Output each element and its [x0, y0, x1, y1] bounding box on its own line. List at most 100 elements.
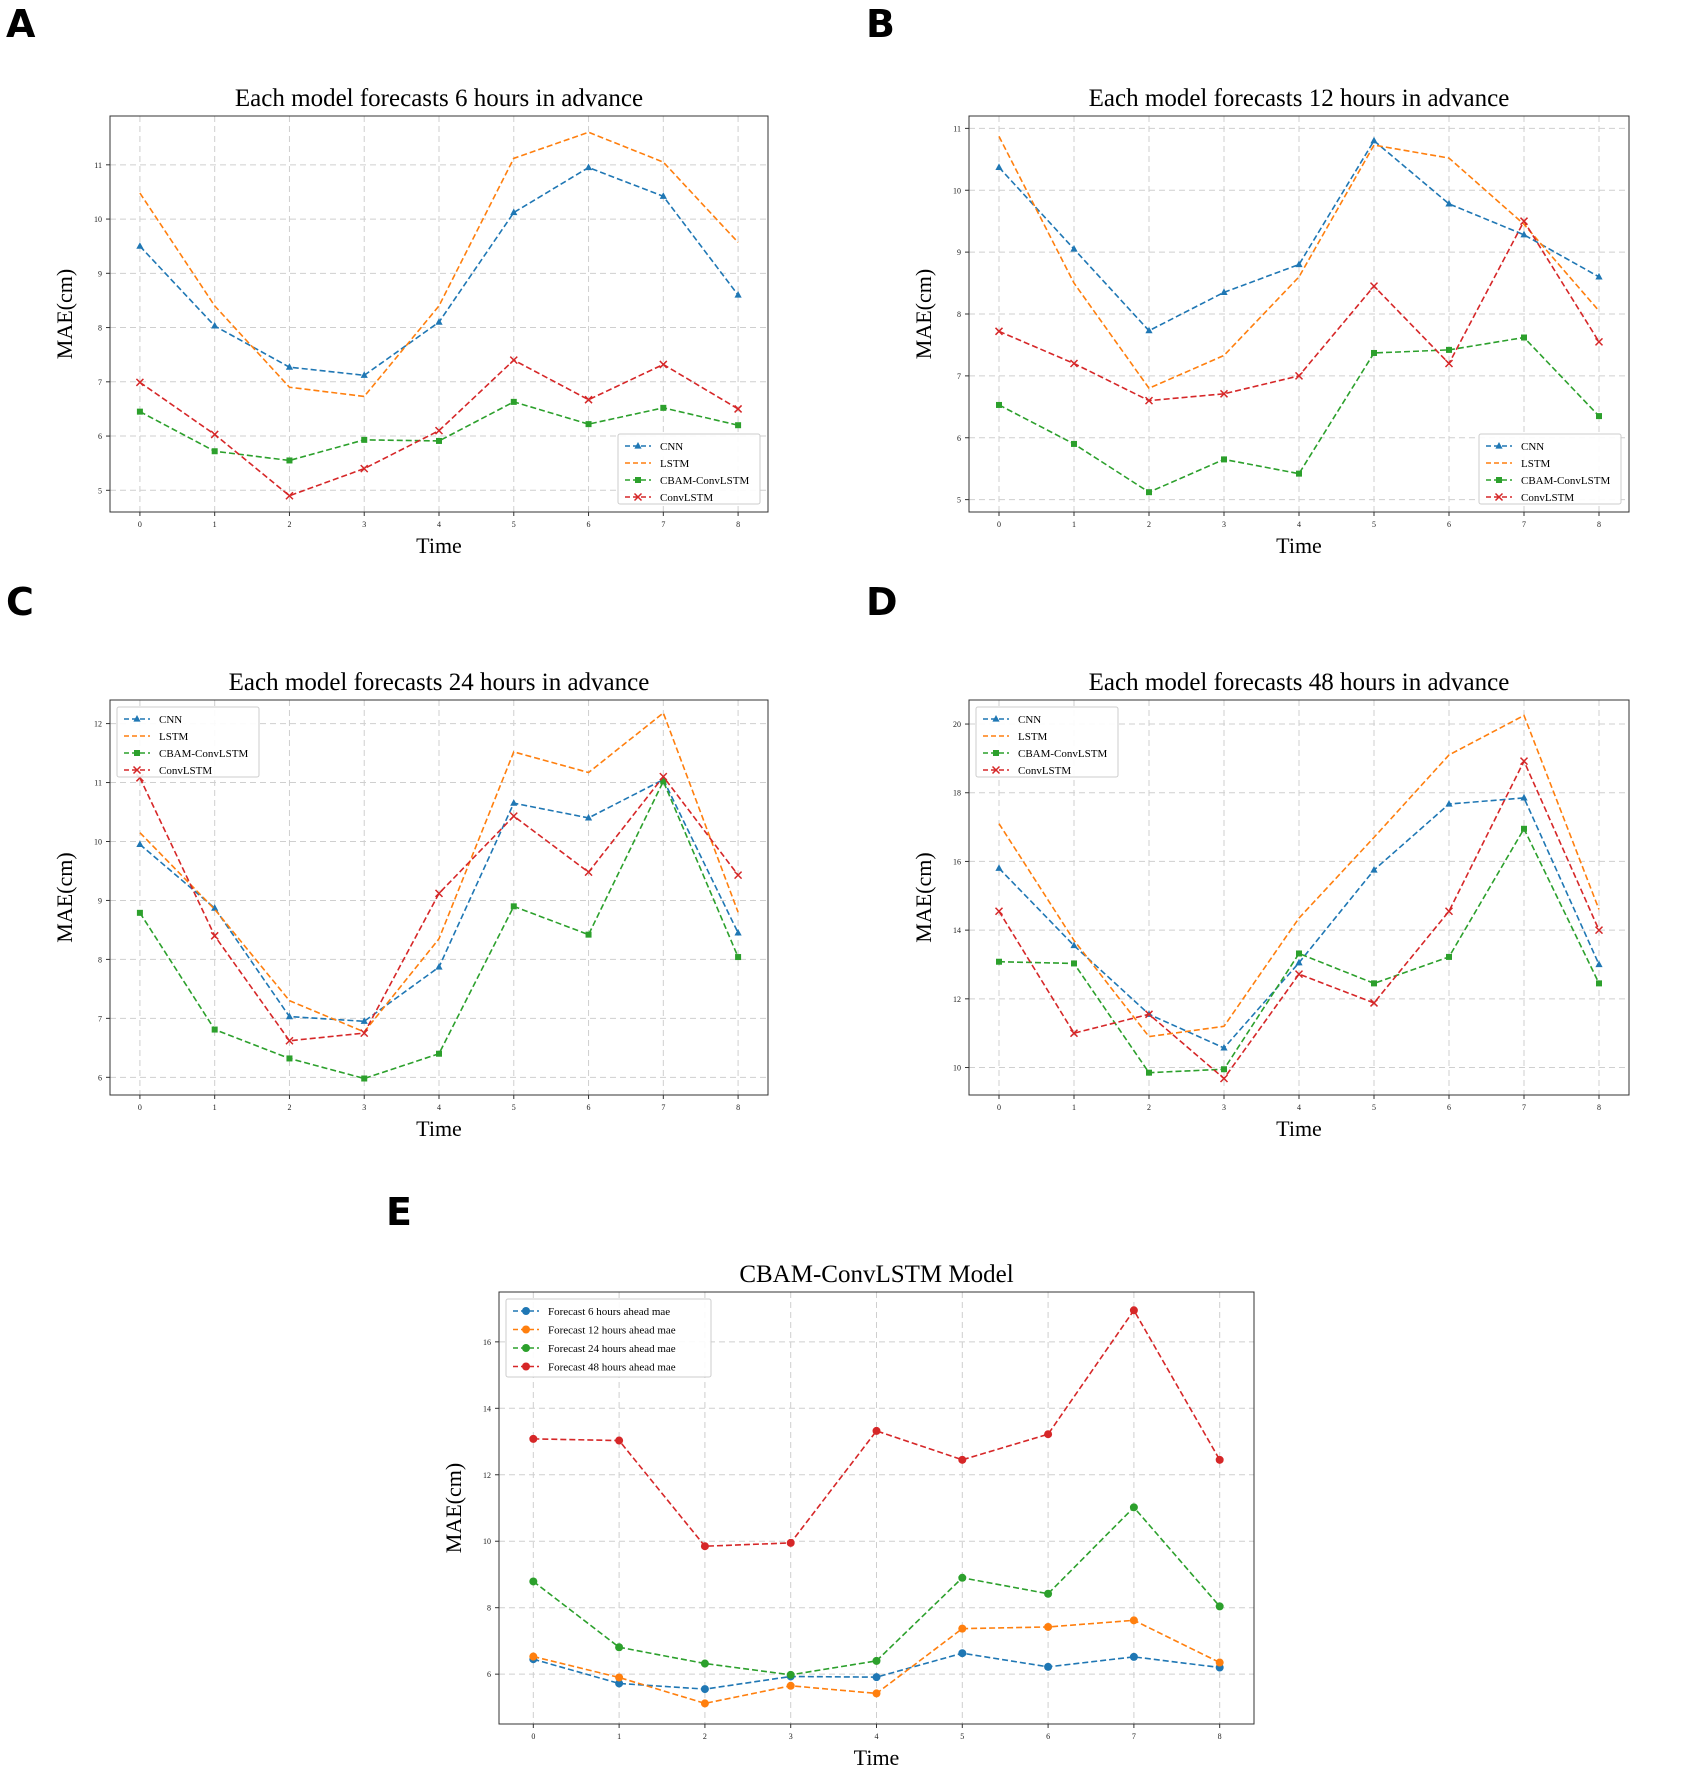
panel-c-xtick-label: 2 [287, 1103, 291, 1112]
panel-a-xtick-label: 0 [138, 520, 142, 529]
panel-a-ylabel: MAE(cm) [52, 269, 77, 359]
panel-b-ytick-label: 11 [953, 124, 961, 133]
panel-b-ytick-label: 9 [957, 248, 961, 257]
panel-d-series-cbam-convlstm-point [1446, 953, 1452, 960]
panel-label-a: A [6, 2, 36, 46]
panel-c-series-cnn-point [285, 1012, 294, 1020]
panel-c-series-convlstm-point [584, 868, 593, 877]
panel-a-legend-marker [635, 477, 641, 483]
panel-a-series-cnn-point [659, 192, 667, 199]
panel-e-series-forecast-48-hours-ahead-mae-point [786, 1538, 795, 1547]
panel-d-series-cnn-point [1370, 866, 1378, 873]
panel-c-series-cbam-convlstm-point [585, 931, 592, 938]
panel-a-series-cbam-convlstm-line [139, 401, 739, 462]
panel-e-series-forecast-48-hours-ahead-mae-point [1129, 1306, 1138, 1315]
panel-d-legend-marker [993, 750, 999, 756]
panel-e-xtick-label: 0 [531, 1732, 535, 1741]
panel-e-series-forecast-6-hours-ahead-mae-point [958, 1649, 967, 1658]
panel-c-series-cnn-point [584, 813, 593, 821]
panel-b-series-cnn-point [1220, 288, 1228, 295]
panel-d-series-convlstm-point [1219, 1074, 1229, 1083]
panel-a-ytick-label: 7 [98, 378, 102, 387]
panel-e-series-forecast-24-hours-ahead-mae-point [872, 1656, 881, 1665]
panel-a-chart: 0 1 2 3 4 5 6 7 8 5 6 7 8 9 10 11 Each model forecasts 6… [52, 85, 769, 558]
panel-b-series-cnn-point [1145, 326, 1153, 334]
panel-b-legend-box [1478, 433, 1622, 505]
panel-a-series-cnn-point [510, 208, 518, 216]
panel-c-series-convlstm-point [360, 1029, 369, 1038]
panel-c-xtick-label: 6 [587, 1103, 591, 1112]
panel-e-series-forecast-12-hours-ahead-mae-point [1044, 1622, 1053, 1631]
panel-b-series-cbam-convlstm-point [1221, 456, 1227, 463]
panel-c-series-cbam-convlstm-point [211, 1026, 218, 1033]
panel-e-legend-label-forecast-6-hours-ahead-mae: Forecast 6 hours ahead mae [548, 1306, 670, 1318]
panel-a-series-cbam-convlstm-point [211, 448, 218, 455]
panel-b-series-convlstm-point [1294, 371, 1304, 380]
panel-d-legend-marker [992, 715, 1000, 722]
panel-b-legend-label-cnn: CNN [1521, 441, 1544, 453]
panel-a-ytick-label: 6 [98, 432, 102, 441]
panel-d-xtick-label: 2 [1147, 1103, 1151, 1112]
panel-e-legend-label-forecast-12-hours-ahead-mae: Forecast 12 hours ahead mae [548, 1325, 676, 1337]
panel-e-series-forecast-24-hours-ahead-mae-point [1215, 1602, 1224, 1611]
panel-b-ytick-label: 6 [957, 434, 961, 443]
panel-e-xtick-label: 7 [1132, 1732, 1136, 1741]
panel-e-legend-label-forecast-48-hours-ahead-mae: Forecast 48 hours ahead mae [548, 1362, 676, 1374]
panel-d-title: Each model forecasts 48 hours in advance [1089, 669, 1510, 696]
panel-c-legend-label-lstm: LSTM [159, 731, 189, 743]
panel-b-series-convlstm-point [1369, 282, 1379, 291]
panel-b-series-cnn-point [1520, 230, 1528, 238]
panel-d-series-cbam-convlstm-point [1371, 980, 1377, 987]
panel-b-series-convlstm-point [1519, 217, 1529, 226]
panel-d-xtick-label: 7 [1522, 1103, 1526, 1112]
panel-d-series-convlstm-point [994, 907, 1004, 916]
panel-c-xtick-label: 3 [362, 1103, 366, 1112]
panel-b-chart: 0 1 2 3 4 5 6 7 8 5 6 7 8 9 10 11 Each model forecasts 1… [911, 85, 1630, 558]
panel-b-ytick-label: 10 [953, 186, 961, 195]
panel-e-xtick-label: 8 [1218, 1732, 1222, 1741]
panel-label-e: E [386, 1190, 412, 1234]
panel-d-xtick-label: 6 [1447, 1103, 1451, 1112]
panel-e-title: CBAM-ConvLSTM Model [739, 1261, 1013, 1288]
panel-a-series-cnn-point [584, 163, 593, 171]
panel-c-ylabel: MAE(cm) [52, 852, 77, 942]
panel-b-ytick-label: 5 [957, 496, 961, 505]
panel-c-legend-marker [134, 750, 140, 756]
panel-c-xtick-label: 0 [138, 1103, 142, 1112]
panel-a-ytick-label: 9 [98, 269, 102, 278]
panel-a-series-cbam-convlstm-point [286, 457, 293, 464]
panel-a-xtick-label: 2 [287, 520, 291, 529]
panel-a-series-convlstm-point [734, 404, 743, 413]
panel-c-legend-label-cbam-convlstm: CBAM-ConvLSTM [159, 748, 248, 760]
panel-e-ytick-label: 6 [487, 1670, 491, 1679]
panel-e-series-forecast-48-hours-ahead-mae-point [958, 1455, 967, 1464]
panel-e-series-forecast-12-hours-ahead-mae-point [1129, 1616, 1138, 1625]
panel-a-series-convlstm-point [135, 378, 144, 387]
panel-a-series-cbam-convlstm-point [660, 404, 667, 411]
panel-b-xtick-label: 4 [1297, 520, 1301, 529]
panel-e-series-forecast-48-hours-ahead-mae-point [529, 1434, 538, 1443]
panel-c-series-cnn-point [136, 840, 144, 848]
panel-c-xtick-label: 4 [437, 1103, 441, 1112]
panel-b-series-cnn-point [995, 163, 1003, 170]
panel-e-ytick-label: 12 [483, 1471, 491, 1480]
panel-e-series-forecast-12-hours-ahead-mae-point [700, 1699, 709, 1708]
panel-a-series-cbam-convlstm-point [436, 437, 442, 444]
panel-b-series-cbam-convlstm-point [1521, 334, 1527, 341]
panel-d-legend-box [975, 706, 1119, 778]
panel-c-ytick-label: 6 [98, 1073, 102, 1082]
panel-a-ytick-label: 10 [94, 215, 102, 224]
panel-c-series-convlstm-point [285, 1036, 294, 1045]
panel-b-series-convlstm-point [1444, 359, 1454, 368]
panel-b-ylabel: MAE(cm) [911, 269, 936, 359]
panel-c-series-cnn-point [360, 1017, 368, 1024]
panel-c-ytick-label: 12 [94, 720, 102, 729]
panel-a-series-cnn-point [136, 242, 144, 249]
panel-a-series-cbam-convlstm-point [136, 408, 143, 415]
panel-c-series-cnn-point [435, 963, 443, 970]
panel-b-series-convlstm-point [1144, 396, 1154, 405]
panel-b-ytick-label: 7 [957, 372, 961, 381]
panel-b-series-cnn-point [1445, 199, 1453, 207]
